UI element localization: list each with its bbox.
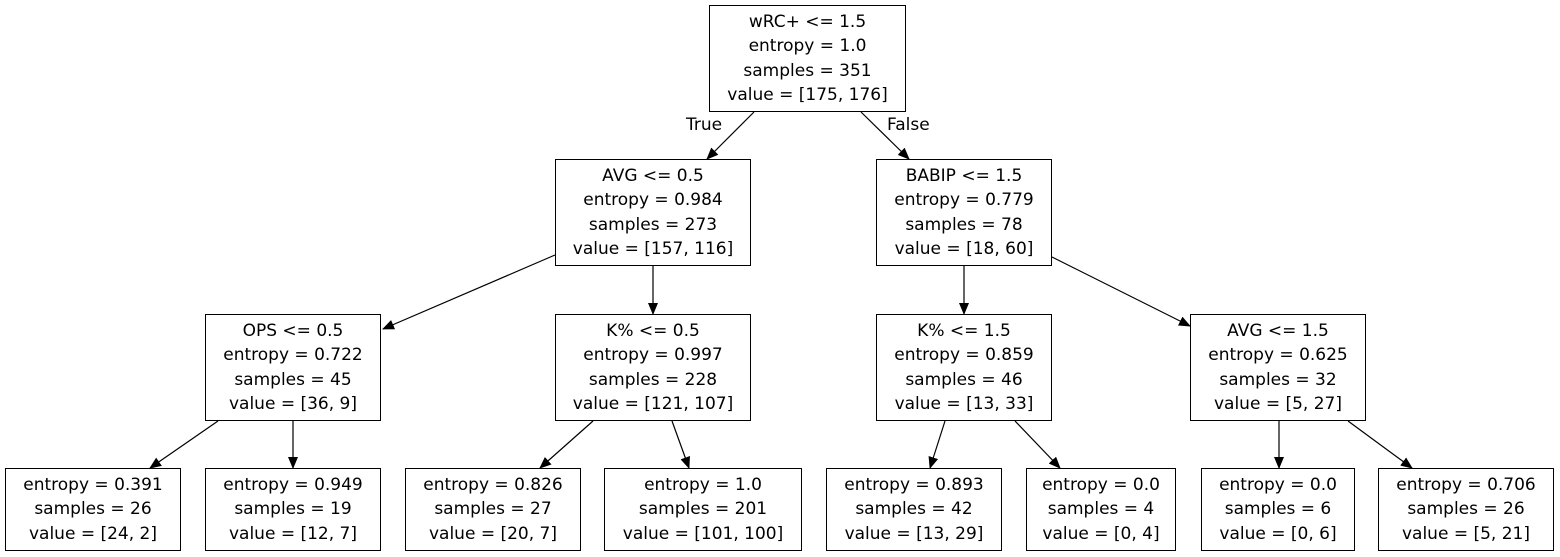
tree-node-n12: entropy = 0.0 samples = 4 value = [0, 4] — [1026, 468, 1176, 551]
node-line: samples = 27 — [434, 499, 552, 520]
node-line: samples = 45 — [234, 369, 352, 390]
edge-arrow-n3-n7 — [149, 420, 219, 469]
node-line: value = [0, 6] — [1219, 523, 1337, 544]
node-line: samples = 19 — [234, 499, 352, 520]
node-line: entropy = 0.625 — [1208, 345, 1348, 366]
node-line: value = [36, 9] — [228, 393, 357, 414]
tree-node-n9: entropy = 0.826 samples = 27 value = [20, … — [405, 468, 581, 551]
tree-node-n6: AVG <= 1.5 entropy = 0.625 samples = 32 val… — [1190, 314, 1366, 421]
node-line: samples = 32 — [1219, 369, 1337, 390]
tree-node-n10: entropy = 1.0 samples = 201 value = [101, … — [604, 468, 802, 551]
tree-node-n14: entropy = 0.706 samples = 26 value = [5, 2… — [1378, 468, 1554, 551]
node-line: value = [175, 176] — [727, 84, 888, 105]
node-line: value = [5, 27] — [1213, 393, 1342, 414]
node-line: samples = 351 — [743, 60, 872, 81]
node-line: value = [121, 107] — [572, 393, 734, 414]
node-line: value = [24, 2] — [28, 523, 157, 544]
node-line: entropy = 0.722 — [223, 345, 363, 366]
node-line: value = [20, 7] — [428, 523, 557, 544]
node-line: entropy = 1.0 — [748, 36, 867, 57]
edge-arrow-n5-n11 — [928, 420, 946, 469]
node-line: samples = 26 — [1407, 499, 1525, 520]
node-line: entropy = 0.391 — [23, 475, 163, 496]
tree-node-n5: K% <= 1.5 entropy = 0.859 samples = 46 valu… — [876, 314, 1052, 421]
node-line: samples = 78 — [905, 214, 1023, 235]
node-line: BABIP <= 1.5 — [905, 165, 1023, 186]
edge-arrow-n6-n14 — [1347, 420, 1413, 469]
tree-node-n4: K% <= 0.5 entropy = 0.997 samples = 228 val… — [555, 314, 751, 421]
node-line: value = [5, 21] — [1401, 523, 1530, 544]
node-line: AVG <= 0.5 — [602, 165, 704, 186]
node-line: samples = 46 — [905, 369, 1023, 390]
node-line: entropy = 0.826 — [423, 475, 563, 496]
node-line: samples = 26 — [34, 499, 152, 520]
node-line: entropy = 0.984 — [583, 190, 723, 211]
tree-node-n0: wRC+ <= 1.5 entropy = 1.0 samples = 351 val… — [709, 5, 906, 112]
node-line: wRC+ <= 1.5 — [748, 11, 867, 32]
node-line: OPS <= 0.5 — [242, 320, 344, 341]
node-line: value = [13, 33] — [894, 393, 1034, 414]
edge-label-false: False — [887, 115, 930, 135]
edge-arrow-n2-n6 — [1051, 256, 1191, 327]
node-line: value = [13, 29] — [844, 523, 984, 544]
tree-node-n13: entropy = 0.0 samples = 6 value = [0, 6] — [1201, 468, 1355, 551]
node-line: entropy = 1.0 — [644, 475, 762, 496]
edge-arrow-n0-n2 — [860, 111, 910, 160]
edge-arrow-n4-n10 — [671, 420, 690, 469]
node-line: AVG <= 1.5 — [1227, 320, 1329, 341]
edge-arrow-n1-n3 — [382, 254, 556, 330]
tree-node-n11: entropy = 0.893 samples = 42 value = [13, … — [826, 468, 1002, 551]
tree-node-n3: OPS <= 0.5 entropy = 0.722 samples = 45 val… — [205, 314, 381, 421]
edge-label-true: True — [686, 115, 723, 135]
node-line: samples = 4 — [1047, 499, 1155, 520]
node-line: entropy = 0.859 — [894, 345, 1034, 366]
edge-arrow-n5-n12 — [1014, 420, 1061, 469]
node-line: entropy = 0.0 — [1042, 475, 1160, 496]
node-line: value = [12, 7] — [228, 523, 357, 544]
node-line: samples = 42 — [855, 499, 973, 520]
node-line: value = [0, 4] — [1042, 523, 1160, 544]
node-line: entropy = 0.0 — [1219, 475, 1337, 496]
node-line: K% <= 1.5 — [917, 320, 1011, 341]
node-line: samples = 6 — [1224, 499, 1332, 520]
node-line: samples = 228 — [588, 369, 718, 390]
node-line: value = [18, 60] — [894, 238, 1034, 259]
node-line: K% <= 0.5 — [606, 320, 700, 341]
tree-node-n7: entropy = 0.391 samples = 26 value = [24, … — [5, 468, 181, 551]
node-line: entropy = 0.893 — [844, 475, 984, 496]
node-line: value = [157, 116] — [572, 238, 734, 259]
node-line: samples = 273 — [588, 214, 718, 235]
edge-arrow-n0-n1 — [706, 111, 755, 160]
edge-arrow-n4-n9 — [539, 420, 594, 469]
node-line: entropy = 0.997 — [583, 345, 723, 366]
tree-node-n1: AVG <= 0.5 entropy = 0.984 samples = 273 va… — [555, 159, 751, 266]
node-line: entropy = 0.779 — [894, 190, 1034, 211]
node-line: entropy = 0.706 — [1396, 475, 1536, 496]
node-line: samples = 201 — [638, 499, 768, 520]
node-line: entropy = 0.949 — [223, 475, 363, 496]
tree-node-n2: BABIP <= 1.5 entropy = 0.779 samples = 78 v… — [876, 159, 1052, 266]
tree-node-n8: entropy = 0.949 samples = 19 value = [12, … — [205, 468, 381, 551]
node-line: value = [101, 100] — [622, 523, 784, 544]
